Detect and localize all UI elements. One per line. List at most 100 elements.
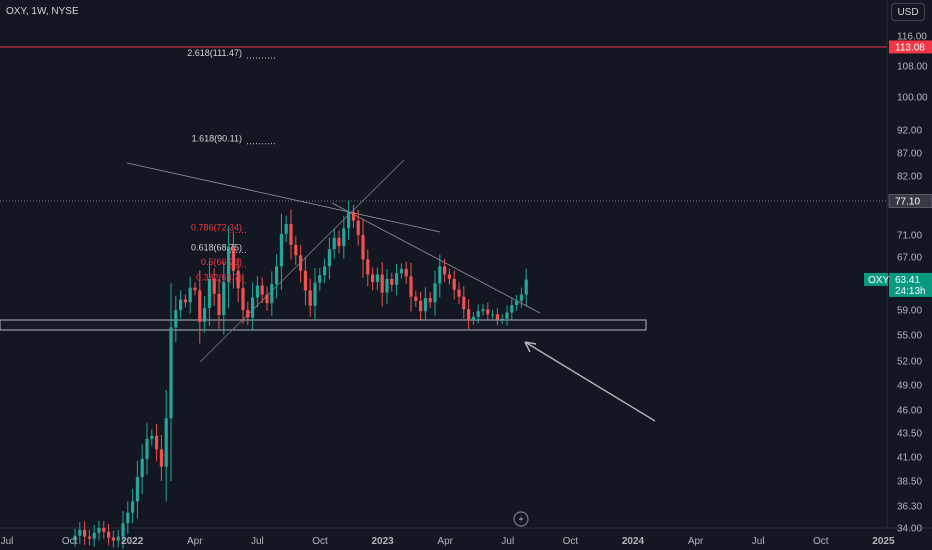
candle <box>390 272 394 292</box>
ticker-tag-bg <box>864 272 888 286</box>
candle <box>155 424 159 462</box>
candle <box>433 270 437 316</box>
candle-body <box>481 309 485 312</box>
candle <box>279 213 283 290</box>
candle-body <box>323 266 327 276</box>
candle-body <box>73 535 77 540</box>
candle-body <box>279 233 283 267</box>
y-tick-label: 116.00 <box>897 32 927 43</box>
candle <box>217 278 221 329</box>
candle-body <box>203 307 207 322</box>
candle-body <box>217 293 221 315</box>
candle <box>212 268 216 306</box>
candle <box>356 209 360 246</box>
candle <box>299 245 303 283</box>
fib-level: 0.382(63.7) <box>196 273 246 284</box>
candle-body <box>198 290 202 322</box>
candle-body <box>131 501 135 513</box>
candle-body <box>289 223 293 245</box>
candle <box>294 236 298 265</box>
candle-body <box>111 537 115 541</box>
candle-body <box>347 212 351 229</box>
candle <box>447 268 451 285</box>
candle <box>395 263 399 296</box>
candle-body <box>83 529 87 537</box>
candle <box>337 230 341 254</box>
candle-body <box>467 309 471 320</box>
candle-body <box>179 299 183 310</box>
candle-body <box>284 223 288 234</box>
price-tag-value: 63.41 <box>895 275 920 286</box>
candle-body <box>236 270 240 289</box>
candle-body <box>375 274 379 282</box>
y-tick-label: 71.00 <box>897 231 922 242</box>
candle-body <box>495 314 499 320</box>
fib-level: 0.786(72.34) <box>191 223 246 234</box>
candle-body <box>212 278 216 294</box>
fib-level: 0.618(68.75) <box>191 242 246 253</box>
candle <box>188 276 192 314</box>
candle-body <box>78 529 82 536</box>
lightning-icon[interactable] <box>513 511 529 527</box>
candle-body <box>332 237 336 250</box>
candle-body <box>519 294 523 301</box>
x-tick-label: 2025 <box>872 536 895 547</box>
drawings-layer <box>0 46 887 422</box>
candle-body <box>299 255 303 271</box>
candle-body <box>169 327 173 419</box>
candle <box>486 302 490 321</box>
currency-button[interactable]: USD <box>891 3 925 21</box>
candle <box>467 299 471 329</box>
candle <box>289 209 293 260</box>
candle-body <box>164 418 168 467</box>
price-tag-countdown: 24:13h <box>895 286 926 297</box>
x-tick-label: Jul <box>752 536 765 547</box>
candle-body <box>265 294 269 303</box>
y-tick-label: 100.00 <box>897 93 928 104</box>
candle-body <box>193 287 197 291</box>
candle <box>150 429 154 446</box>
trendline-upper-long <box>126 162 441 233</box>
candle-body <box>390 278 394 285</box>
candle <box>179 290 183 319</box>
candle-body <box>428 298 432 303</box>
y-tick-label: 82.00 <box>897 172 922 183</box>
candle-body <box>150 435 154 439</box>
candle <box>409 262 413 312</box>
candle-body <box>308 290 312 306</box>
candle <box>404 261 408 284</box>
candle <box>457 282 461 305</box>
candle-body <box>399 268 403 274</box>
fib-level-label: 2.618(111.47) <box>187 48 242 58</box>
candle <box>318 267 322 291</box>
time-axis[interactable]: Jul Oct 2022 Apr Jul Oct 2023 Apr Jul Oct 2024 Apr J… <box>1 536 895 547</box>
candle <box>308 278 312 317</box>
candle <box>361 218 365 278</box>
y-tick-label: 36.30 <box>897 502 922 513</box>
x-tick-label: Jul <box>251 536 264 547</box>
candle-body <box>135 477 139 502</box>
candle-body <box>443 266 447 275</box>
x-tick-label: Oct <box>563 536 579 547</box>
candle <box>524 268 528 307</box>
candle-body <box>351 212 355 221</box>
candle-body <box>227 246 231 282</box>
x-tick-label: Oct <box>312 536 328 547</box>
candle <box>102 521 106 539</box>
candle-body <box>270 284 274 303</box>
candle <box>515 295 519 311</box>
candle <box>116 529 120 548</box>
candle <box>83 521 87 546</box>
candle <box>255 276 259 308</box>
fib-level-label: 1.618(90.11) <box>192 134 242 144</box>
x-tick-label: Apr <box>187 536 203 547</box>
candle <box>342 215 346 259</box>
candle-body <box>414 296 418 301</box>
candle <box>97 520 101 541</box>
candle <box>169 283 173 482</box>
candle-body <box>337 237 341 246</box>
candle-body <box>423 298 427 312</box>
